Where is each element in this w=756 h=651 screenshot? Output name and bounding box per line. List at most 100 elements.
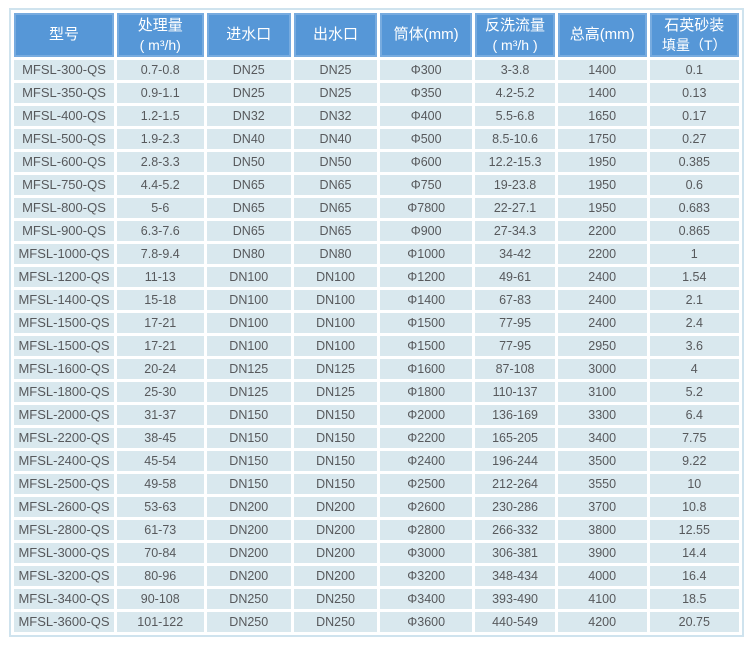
cell-height: 2200 xyxy=(557,221,647,241)
cell-outlet: DN40 xyxy=(294,129,378,149)
cell-capacity: 20-24 xyxy=(116,359,204,379)
col-header-height: 总高(mm) xyxy=(557,13,647,57)
cell-cylinder: Φ500 xyxy=(380,129,473,149)
table-row: MFSL-900-QS 6.3-7.6 DN65 DN65 Φ900 27-34.3 220… xyxy=(14,221,739,241)
cell-model: MFSL-1600-QS xyxy=(14,359,114,379)
cell-sand: 10.8 xyxy=(649,497,739,517)
cell-model: MFSL-600-QS xyxy=(14,152,114,172)
cell-capacity: 49-58 xyxy=(116,474,204,494)
cell-backwash: 34-42 xyxy=(475,244,555,264)
cell-backwash: 22-27.1 xyxy=(475,198,555,218)
cell-capacity: 17-21 xyxy=(116,313,204,333)
cell-sand: 1 xyxy=(649,244,739,264)
cell-height: 3900 xyxy=(557,543,647,563)
cell-capacity: 25-30 xyxy=(116,382,204,402)
cell-outlet: DN125 xyxy=(294,382,378,402)
table-row: MFSL-1500-QS 17-21 DN100 DN100 Φ1500 77-95 240… xyxy=(14,313,739,333)
cell-inlet: DN100 xyxy=(206,313,291,333)
cell-model: MFSL-300-QS xyxy=(14,60,114,80)
cell-model: MFSL-500-QS xyxy=(14,129,114,149)
cell-cylinder: Φ1500 xyxy=(380,313,473,333)
cell-capacity: 90-108 xyxy=(116,589,204,609)
cell-height: 4100 xyxy=(557,589,647,609)
cell-outlet: DN65 xyxy=(294,221,378,241)
cell-inlet: DN200 xyxy=(206,497,291,517)
cell-cylinder: Φ1500 xyxy=(380,336,473,356)
cell-capacity: 38-45 xyxy=(116,428,204,448)
cell-outlet: DN32 xyxy=(294,106,378,126)
table-row: MFSL-750-QS 4.4-5.2 DN65 DN65 Φ750 19-23.8 195… xyxy=(14,175,739,195)
cell-cylinder: Φ2800 xyxy=(380,520,473,540)
cell-capacity: 4.4-5.2 xyxy=(116,175,204,195)
table-row: MFSL-350-QS 0.9-1.1 DN25 DN25 Φ350 4.2-5.2 140… xyxy=(14,83,739,103)
cell-cylinder: Φ2600 xyxy=(380,497,473,517)
cell-outlet: DN65 xyxy=(294,198,378,218)
col-header-model: 型号 xyxy=(14,13,114,57)
cell-capacity: 1.9-2.3 xyxy=(116,129,204,149)
cell-cylinder: Φ600 xyxy=(380,152,473,172)
cell-inlet: DN150 xyxy=(206,405,291,425)
cell-model: MFSL-350-QS xyxy=(14,83,114,103)
cell-backwash: 4.2-5.2 xyxy=(475,83,555,103)
cell-capacity: 0.9-1.1 xyxy=(116,83,204,103)
cell-capacity: 45-54 xyxy=(116,451,204,471)
cell-model: MFSL-2200-QS xyxy=(14,428,114,448)
cell-height: 1400 xyxy=(557,83,647,103)
cell-capacity: 70-84 xyxy=(116,543,204,563)
cell-model: MFSL-1200-QS xyxy=(14,267,114,287)
table-row: MFSL-300-QS 0.7-0.8 DN25 DN25 Φ300 3-3.8 1400 0… xyxy=(14,60,739,80)
cell-model: MFSL-2600-QS xyxy=(14,497,114,517)
cell-outlet: DN25 xyxy=(294,83,378,103)
cell-cylinder: Φ1600 xyxy=(380,359,473,379)
cell-cylinder: Φ2200 xyxy=(380,428,473,448)
cell-cylinder: Φ2500 xyxy=(380,474,473,494)
cell-sand: 0.17 xyxy=(649,106,739,126)
col-header-capacity: 处理量 ( m³/h) xyxy=(116,13,204,57)
cell-inlet: DN250 xyxy=(206,589,291,609)
cell-backwash: 67-83 xyxy=(475,290,555,310)
cell-cylinder: Φ3600 xyxy=(380,612,473,632)
cell-sand: 3.6 xyxy=(649,336,739,356)
table-row: MFSL-3000-QS 70-84 DN200 DN200 Φ3000 306-381 3… xyxy=(14,543,739,563)
cell-model: MFSL-750-QS xyxy=(14,175,114,195)
col-header-backwash: 反洗流量 ( m³/h ) xyxy=(475,13,555,57)
cell-capacity: 7.8-9.4 xyxy=(116,244,204,264)
cell-backwash: 440-549 xyxy=(475,612,555,632)
spec-table: 型号 处理量 ( m³/h) 进水口 xyxy=(11,10,742,635)
cell-outlet: DN50 xyxy=(294,152,378,172)
col-header-label: 反洗流量 xyxy=(485,17,546,35)
cell-height: 2400 xyxy=(557,267,647,287)
cell-height: 3300 xyxy=(557,405,647,425)
cell-outlet: DN100 xyxy=(294,336,378,356)
col-header-sand: 石英砂装 填量（T） xyxy=(649,13,739,57)
cell-height: 3400 xyxy=(557,428,647,448)
col-header-label: 总高(mm) xyxy=(569,26,635,44)
col-header-cylinder: 筒体(mm) xyxy=(380,13,473,57)
cell-cylinder: Φ1200 xyxy=(380,267,473,287)
cell-capacity: 11-13 xyxy=(116,267,204,287)
cell-height: 3000 xyxy=(557,359,647,379)
cell-inlet: DN65 xyxy=(206,221,291,241)
cell-outlet: DN25 xyxy=(294,60,378,80)
cell-capacity: 2.8-3.3 xyxy=(116,152,204,172)
cell-height: 4000 xyxy=(557,566,647,586)
table-row: MFSL-1400-QS 15-18 DN100 DN100 Φ1400 67-83 240… xyxy=(14,290,739,310)
cell-outlet: DN150 xyxy=(294,474,378,494)
cell-outlet: DN100 xyxy=(294,313,378,333)
cell-sand: 10 xyxy=(649,474,739,494)
col-header-inlet: 进水口 xyxy=(206,13,291,57)
cell-backwash: 266-332 xyxy=(475,520,555,540)
cell-height: 2400 xyxy=(557,313,647,333)
table-row: MFSL-2200-QS 38-45 DN150 DN150 Φ2200 165-205 3… xyxy=(14,428,739,448)
cell-cylinder: Φ1000 xyxy=(380,244,473,264)
cell-sand: 0.385 xyxy=(649,152,739,172)
cell-outlet: DN200 xyxy=(294,497,378,517)
cell-sand: 0.27 xyxy=(649,129,739,149)
cell-backwash: 196-244 xyxy=(475,451,555,471)
table-row: MFSL-400-QS 1.2-1.5 DN32 DN32 Φ400 5.5-6.8 165… xyxy=(14,106,739,126)
cell-inlet: DN40 xyxy=(206,129,291,149)
cell-inlet: DN125 xyxy=(206,382,291,402)
cell-sand: 0.13 xyxy=(649,83,739,103)
cell-capacity: 5-6 xyxy=(116,198,204,218)
cell-height: 1650 xyxy=(557,106,647,126)
